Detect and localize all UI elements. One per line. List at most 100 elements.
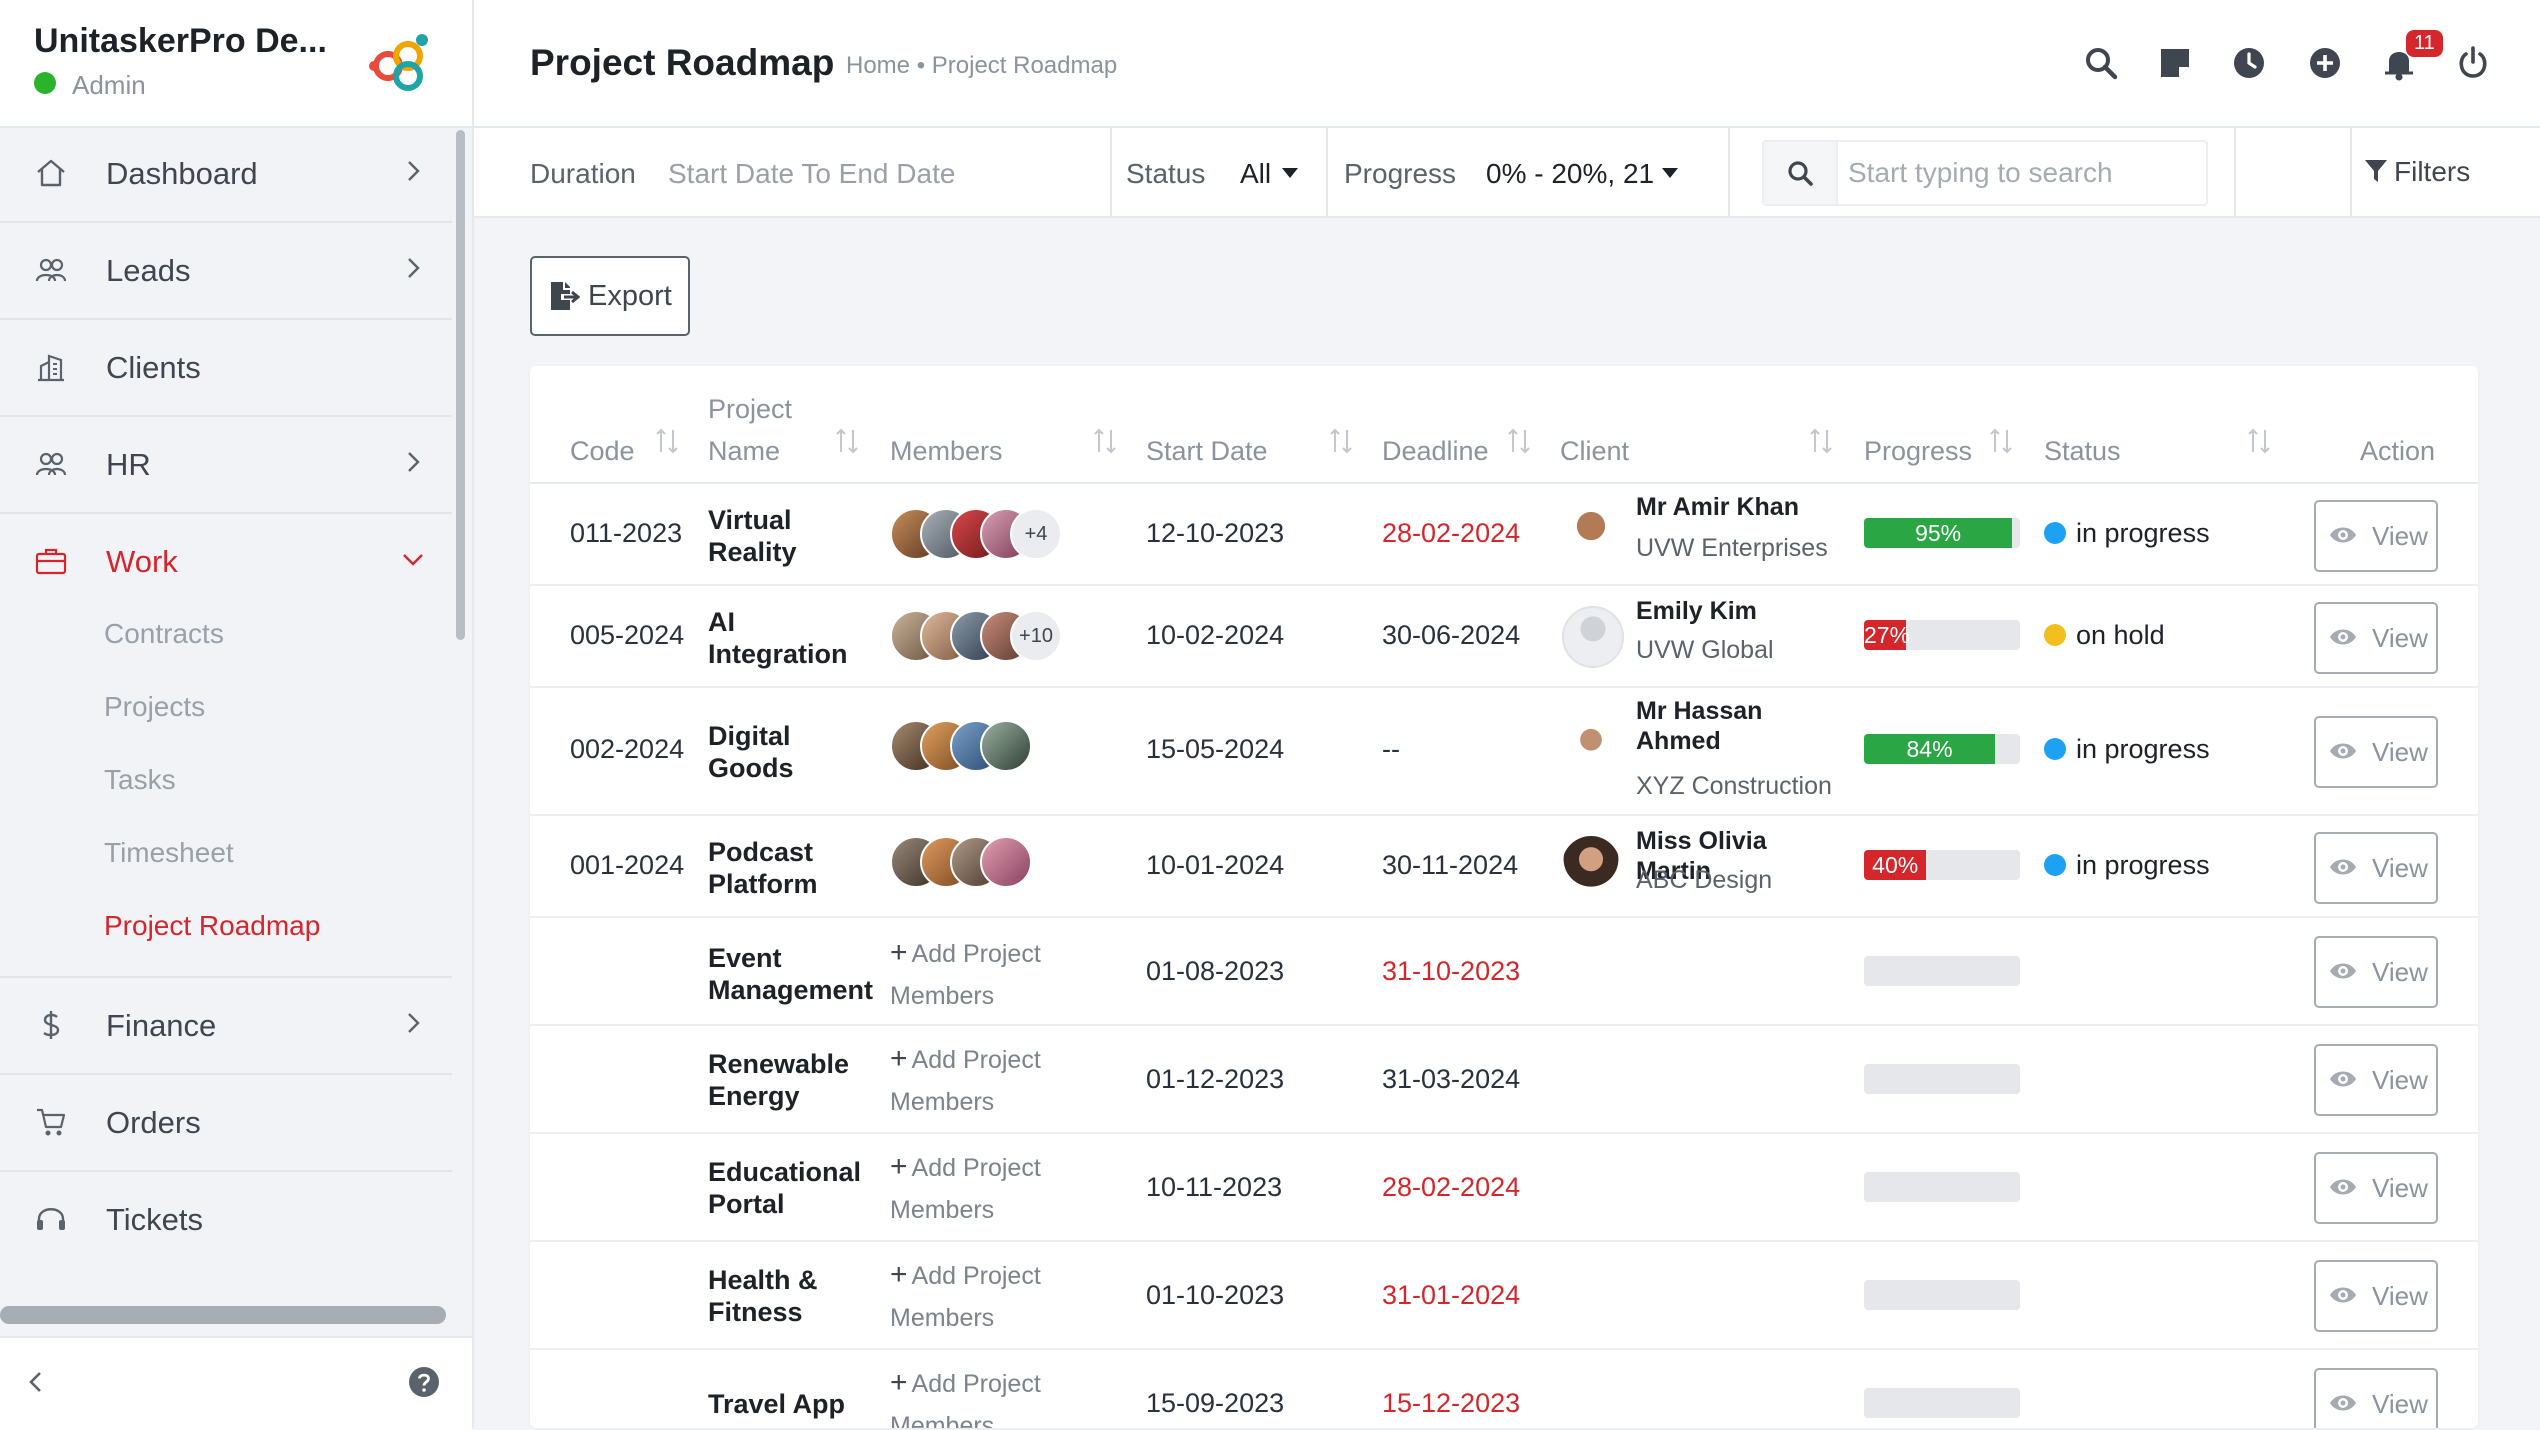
sidebar-item-dashboard[interactable]: Dashboard xyxy=(0,126,452,223)
sort-icon[interactable] xyxy=(1988,426,2014,456)
sidebar-vertical-scrollbar[interactable] xyxy=(456,130,465,640)
users-icon xyxy=(35,452,67,476)
view-button[interactable]: View xyxy=(2314,832,2438,904)
view-button[interactable]: View xyxy=(2314,1152,2438,1224)
view-button[interactable]: View xyxy=(2314,936,2438,1008)
chevron-right-icon xyxy=(408,1013,420,1033)
add-project-members-link[interactable]: + Add Project Members xyxy=(890,1146,1060,1231)
project-name[interactable]: AI Integration xyxy=(708,607,848,669)
sidebar-item-work[interactable]: Work xyxy=(0,514,452,596)
search-input[interactable] xyxy=(1846,152,2190,194)
add-project-members-label: Add Project Members xyxy=(890,1262,1041,1332)
view-button[interactable]: View xyxy=(2314,1044,2438,1116)
eye-icon xyxy=(2330,743,2356,759)
sort-icon[interactable] xyxy=(1328,426,1354,456)
sidebar-horizontal-scrollbar[interactable] xyxy=(0,1306,446,1324)
column-header-status[interactable]: Status xyxy=(2044,436,2121,466)
sort-icon[interactable] xyxy=(1506,426,1532,456)
sort-icon[interactable] xyxy=(1808,426,1834,456)
view-button[interactable]: View xyxy=(2314,1260,2438,1332)
sidebar-item-clients[interactable]: Clients xyxy=(0,320,452,417)
sidebar-item-leads[interactable]: Leads xyxy=(0,223,452,320)
column-header-code[interactable]: Code xyxy=(570,436,635,466)
progress-bar-fill: 95% xyxy=(1864,518,2013,548)
add-project-members-link[interactable]: + Add Project Members xyxy=(890,1038,1060,1123)
column-header-deadline[interactable]: Deadline xyxy=(1382,436,1489,466)
filter-icon xyxy=(2365,160,2387,182)
progress-filter-select[interactable]: 0% - 20%, 21⁹ xyxy=(1486,128,1686,216)
status-text: in progress xyxy=(2076,518,2210,548)
column-header-progress[interactable]: Progress xyxy=(1864,436,1973,466)
power-icon[interactable] xyxy=(2454,44,2492,82)
project-name[interactable]: Event Management xyxy=(708,943,874,1005)
client-name[interactable]: Mr Hassan Ahmed xyxy=(1636,697,1763,755)
headset-icon xyxy=(37,1208,65,1230)
progress-bar-empty xyxy=(1864,1388,2020,1418)
submenu-timesheet[interactable]: Timesheet xyxy=(104,837,234,868)
eye-icon xyxy=(2330,1287,2356,1303)
submenu-project-roadmap[interactable]: Project Roadmap xyxy=(104,910,321,941)
project-name[interactable]: Renewable Energy xyxy=(708,1049,850,1111)
export-button[interactable]: Export xyxy=(530,256,690,336)
project-name[interactable]: Virtual Reality xyxy=(708,505,797,567)
submenu-contracts[interactable]: Contracts xyxy=(104,618,224,649)
submenu-projects[interactable]: Projects xyxy=(104,691,206,722)
project-name[interactable]: Educational Portal xyxy=(708,1157,862,1219)
duration-date-range-input[interactable]: Start Date To End Date xyxy=(668,158,956,189)
status-indicator: on hold xyxy=(2044,620,2165,651)
project-name[interactable]: Travel App xyxy=(708,1389,846,1419)
add-project-members-link[interactable]: + Add Project Members xyxy=(890,932,1060,1017)
sticky-note-icon[interactable] xyxy=(2156,44,2194,82)
progress-percent: 95% xyxy=(1915,520,1962,546)
clock-icon[interactable] xyxy=(2230,44,2268,82)
add-project-members-label: Add Project Members xyxy=(890,940,1041,1010)
deadline: -- xyxy=(1382,734,1400,764)
column-header-project-name-line2[interactable]: Name xyxy=(708,436,781,466)
status-filter-select[interactable]: All xyxy=(1238,128,1314,216)
sidebar-item-finance[interactable]: Finance xyxy=(0,978,452,1075)
project-name[interactable]: Digital Goods xyxy=(708,721,794,783)
sort-icon[interactable] xyxy=(2246,426,2272,456)
client-name[interactable]: Miss Olivia Martin xyxy=(1636,827,1767,885)
start-date: 01-12-2023 xyxy=(1146,1064,1285,1094)
progress-bar: 27% xyxy=(1864,620,2020,650)
sort-icon[interactable] xyxy=(834,426,860,456)
chevron-down-icon xyxy=(403,554,423,566)
client-avatar xyxy=(1562,606,1624,668)
sidebar-item-orders[interactable]: Orders xyxy=(0,1075,452,1172)
view-button[interactable]: View xyxy=(2314,602,2438,674)
submenu-tasks[interactable]: Tasks xyxy=(104,764,176,795)
column-header-project-name-line1[interactable]: Project xyxy=(708,394,793,424)
breadcrumb[interactable]: Home • Project Roadmap xyxy=(846,52,1118,79)
bell-icon[interactable] xyxy=(2380,44,2418,82)
project-name[interactable]: Health & Fitness xyxy=(708,1265,818,1327)
view-button[interactable]: View xyxy=(2314,716,2438,788)
add-project-members-link[interactable]: + Add Project Members xyxy=(890,1254,1060,1339)
search-icon[interactable] xyxy=(2082,44,2120,82)
avatar xyxy=(980,836,1032,888)
client-name[interactable]: Mr Amir Khan xyxy=(1636,493,1799,521)
sidebar-item-tickets[interactable]: Tickets xyxy=(0,1172,452,1267)
project-name[interactable]: Podcast Platform xyxy=(708,837,818,899)
sidebar-item-hr[interactable]: HR xyxy=(0,417,452,514)
sidebar-item-label: Clients xyxy=(106,350,201,385)
collapse-sidebar-icon[interactable] xyxy=(22,1368,50,1396)
column-header-members[interactable]: Members xyxy=(890,436,1003,466)
client-name[interactable]: Emily Kim xyxy=(1636,597,1757,625)
add-project-members-link[interactable]: + Add Project Members xyxy=(890,1362,1060,1428)
add-circle-icon[interactable] xyxy=(2306,44,2344,82)
sort-icon[interactable] xyxy=(654,426,680,456)
filters-button[interactable]: Filters xyxy=(2364,156,2470,188)
view-button[interactable]: View xyxy=(2314,500,2438,572)
sort-icon[interactable] xyxy=(1092,426,1118,456)
eye-icon xyxy=(2330,1071,2356,1087)
column-header-client[interactable]: Client xyxy=(1560,436,1630,466)
view-button[interactable]: View xyxy=(2314,1368,2438,1428)
brand-header[interactable]: UnitaskerPro De... Admin xyxy=(0,0,472,128)
status-text: in progress xyxy=(2076,734,2210,764)
plus-icon: + xyxy=(890,1366,908,1399)
column-header-start-date[interactable]: Start Date xyxy=(1146,436,1268,466)
home-icon xyxy=(37,159,65,187)
start-date: 01-08-2023 xyxy=(1146,956,1285,986)
help-icon[interactable] xyxy=(408,1366,440,1398)
